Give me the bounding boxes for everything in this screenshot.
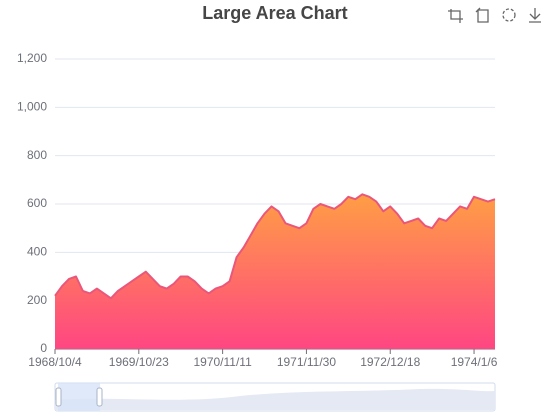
x-tick-label: 1971/11/30 <box>277 355 336 369</box>
x-tick-label: 1969/10/23 <box>109 355 169 369</box>
zoom-icon[interactable] <box>448 9 463 23</box>
x-tick-label: 1972/12/18 <box>360 355 420 369</box>
x-tick-label: 1970/11/11 <box>193 355 252 369</box>
y-tick-label: 200 <box>27 293 47 307</box>
x-tick-label: 1968/10/4 <box>28 355 82 369</box>
chart-title: Large Area Chart <box>202 3 347 23</box>
x-tick-label: 1974/1/6 <box>451 355 498 369</box>
toolbox[interactable] <box>448 7 541 23</box>
y-tick-label: 800 <box>27 148 47 162</box>
y-tick-label: 400 <box>27 245 47 259</box>
y-tick-label: 1,200 <box>17 51 47 65</box>
y-tick-label: 0 <box>40 341 47 355</box>
line <box>54 193 496 300</box>
restore-icon[interactable] <box>502 8 516 22</box>
y-tick-label: 600 <box>27 196 47 210</box>
y-tick-label: 1,000 <box>17 100 47 114</box>
save-icon[interactable] <box>529 8 541 23</box>
area <box>55 194 495 349</box>
zoom-handle[interactable] <box>55 387 62 407</box>
zoom-reset-icon[interactable] <box>475 7 489 23</box>
data-zoom[interactable] <box>54 382 496 412</box>
zoom-preview <box>55 388 495 410</box>
zoom-window[interactable] <box>58 383 100 411</box>
zoom-handle[interactable] <box>96 387 103 407</box>
